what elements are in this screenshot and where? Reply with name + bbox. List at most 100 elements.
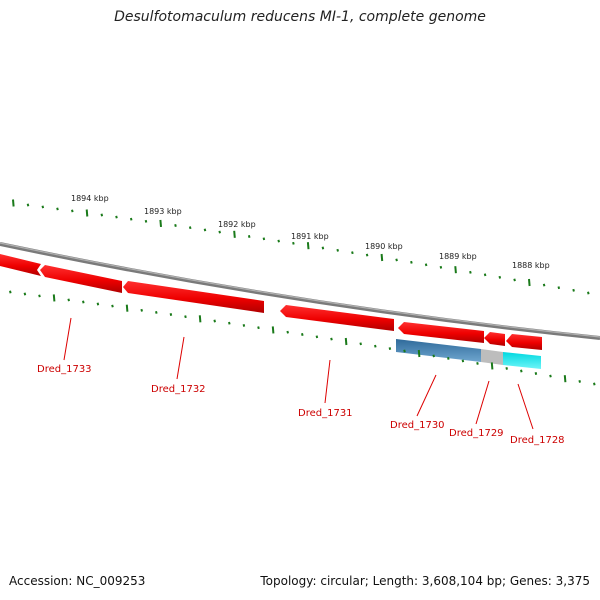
gene-leader-lines [63, 317, 534, 430]
genome-backbone [0, 242, 600, 340]
gene-label[interactable]: Dred_1731 [298, 408, 353, 419]
scale-minor-tick [359, 342, 362, 346]
scale-label: 1890 kbp [365, 242, 403, 251]
scale-major-tick [454, 266, 457, 274]
scale-minor-tick [395, 258, 398, 262]
scale-minor-tick [557, 286, 561, 290]
feature-segment-cyan[interactable] [503, 352, 541, 369]
scale-major-tick [563, 375, 567, 383]
scale-minor-tick [169, 313, 173, 316]
scale-minor-tick [572, 288, 575, 292]
scale-label: 1893 kbp [144, 207, 182, 216]
feature-segment-blue[interactable] [396, 339, 481, 362]
scale-minor-tick [242, 323, 246, 327]
scale-minor-tick [410, 260, 413, 264]
scale-minor-tick [228, 321, 231, 325]
gene-label[interactable]: Dred_1728 [510, 435, 565, 446]
scale-minor-tick [213, 319, 216, 323]
scale-minor-tick [388, 347, 392, 351]
genome-title: Desulfotomaculum reducens MI-1, complete… [114, 9, 486, 25]
scale-minor-tick [424, 263, 428, 267]
scale-major-tick [417, 349, 421, 358]
gene-arrow[interactable] [484, 332, 505, 346]
scale-minor-tick [218, 230, 221, 234]
leader-line [324, 359, 331, 404]
gene-arrows [0, 254, 542, 350]
scale-minor-tick [534, 372, 538, 375]
gene-arrow[interactable] [123, 281, 264, 313]
scale-major-tick [12, 199, 15, 207]
feature-segment-grey[interactable] [481, 349, 503, 365]
scale-minor-tick [513, 278, 516, 282]
genome-backbone-highlight [0, 242, 600, 338]
gene-arrow[interactable] [0, 254, 41, 276]
scale-major-tick [271, 326, 275, 334]
scale-minor-tick [115, 215, 118, 219]
accession-text: Accession: NC_009253 [9, 574, 146, 588]
scale-minor-tick [155, 310, 158, 314]
scale-major-tick [490, 362, 494, 370]
scale-minor-tick [336, 248, 339, 252]
scale-minor-tick [374, 344, 377, 348]
scale-minor-tick [144, 219, 148, 223]
scale-minor-tick [549, 374, 552, 378]
scale-minor-tick [403, 349, 406, 353]
gene-arrow[interactable] [398, 322, 484, 343]
leader-line [517, 383, 534, 430]
scale-minor-tick [203, 228, 207, 232]
scale-minor-tick [67, 298, 70, 302]
topology-text: Topology: circular; Length: 3,608,104 bp… [260, 574, 590, 588]
scale-label: 1891 kbp [291, 232, 329, 241]
scale-label: 1889 kbp [439, 252, 477, 261]
gene-label[interactable]: Dred_1732 [151, 384, 206, 395]
gene-label[interactable]: Dred_1729 [449, 428, 504, 439]
scale-major-tick [380, 253, 384, 262]
scale-minor-tick [593, 382, 596, 386]
scale-minor-tick [520, 369, 523, 373]
scale-minor-tick [23, 292, 27, 296]
scale-minor-tick [188, 226, 192, 230]
scale-minor-tick [432, 354, 435, 358]
scale-label: 1892 kbp [218, 220, 256, 229]
gene-arrow[interactable] [280, 305, 394, 331]
leader-line [475, 380, 490, 425]
scale-minor-tick [587, 291, 590, 295]
scale-major-tick [198, 315, 202, 323]
scale-major-tick [85, 209, 89, 217]
scale-minor-tick [9, 290, 12, 294]
scale-minor-tick [301, 333, 304, 336]
scale-minor-tick [292, 241, 295, 245]
leader-line [63, 317, 72, 361]
gene-label[interactable]: Dred_1733 [37, 364, 92, 375]
scale-minor-tick [56, 207, 59, 211]
scale-minor-tick [184, 315, 187, 319]
scale-labels: 1894 kbp 1893 kbp 1892 kbp 1891 kbp 1890… [71, 194, 550, 270]
scale-label: 1888 kbp [512, 261, 550, 270]
scale-minor-tick [447, 356, 450, 360]
gene-label[interactable]: Dred_1730 [390, 420, 445, 431]
scale-major-tick [528, 278, 531, 287]
leader-line [416, 374, 437, 417]
gene-labels: Dred_1733 Dred_1732 Dred_1731 Dred_1730 … [37, 364, 565, 446]
scale-minor-tick [257, 326, 260, 330]
scale-major-tick [159, 219, 162, 227]
upper-scale-ticks [12, 199, 590, 295]
leader-line [176, 336, 185, 380]
scale-minor-tick [140, 308, 143, 312]
scale-minor-tick [365, 253, 369, 257]
gene-arrow[interactable] [506, 334, 542, 350]
scale-minor-tick [38, 294, 41, 298]
scale-minor-tick [498, 275, 502, 279]
feature-highlight [396, 339, 541, 369]
scale-major-tick [306, 242, 310, 250]
scale-minor-tick [100, 213, 104, 217]
scale-minor-tick [82, 300, 85, 304]
scale-minor-tick [542, 283, 546, 287]
scale-label: 1894 kbp [71, 194, 109, 203]
scale-major-tick [52, 294, 56, 302]
scale-minor-tick [96, 302, 100, 306]
scale-minor-tick [439, 265, 443, 269]
gene-arrow[interactable] [40, 265, 122, 293]
